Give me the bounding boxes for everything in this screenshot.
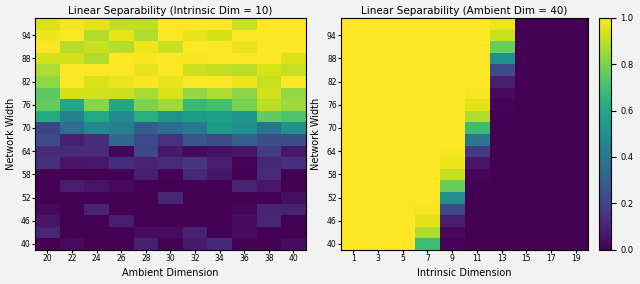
X-axis label: Ambient Dimension: Ambient Dimension [122, 268, 219, 278]
Title: Linear Separability (Intrinsic Dim = 10): Linear Separability (Intrinsic Dim = 10) [68, 6, 273, 16]
Title: Linear Separability (Ambient Dim = 40): Linear Separability (Ambient Dim = 40) [362, 6, 568, 16]
Y-axis label: Network Width: Network Width [311, 98, 321, 170]
X-axis label: Intrinsic Dimension: Intrinsic Dimension [417, 268, 512, 278]
Y-axis label: Network Width: Network Width [6, 98, 15, 170]
